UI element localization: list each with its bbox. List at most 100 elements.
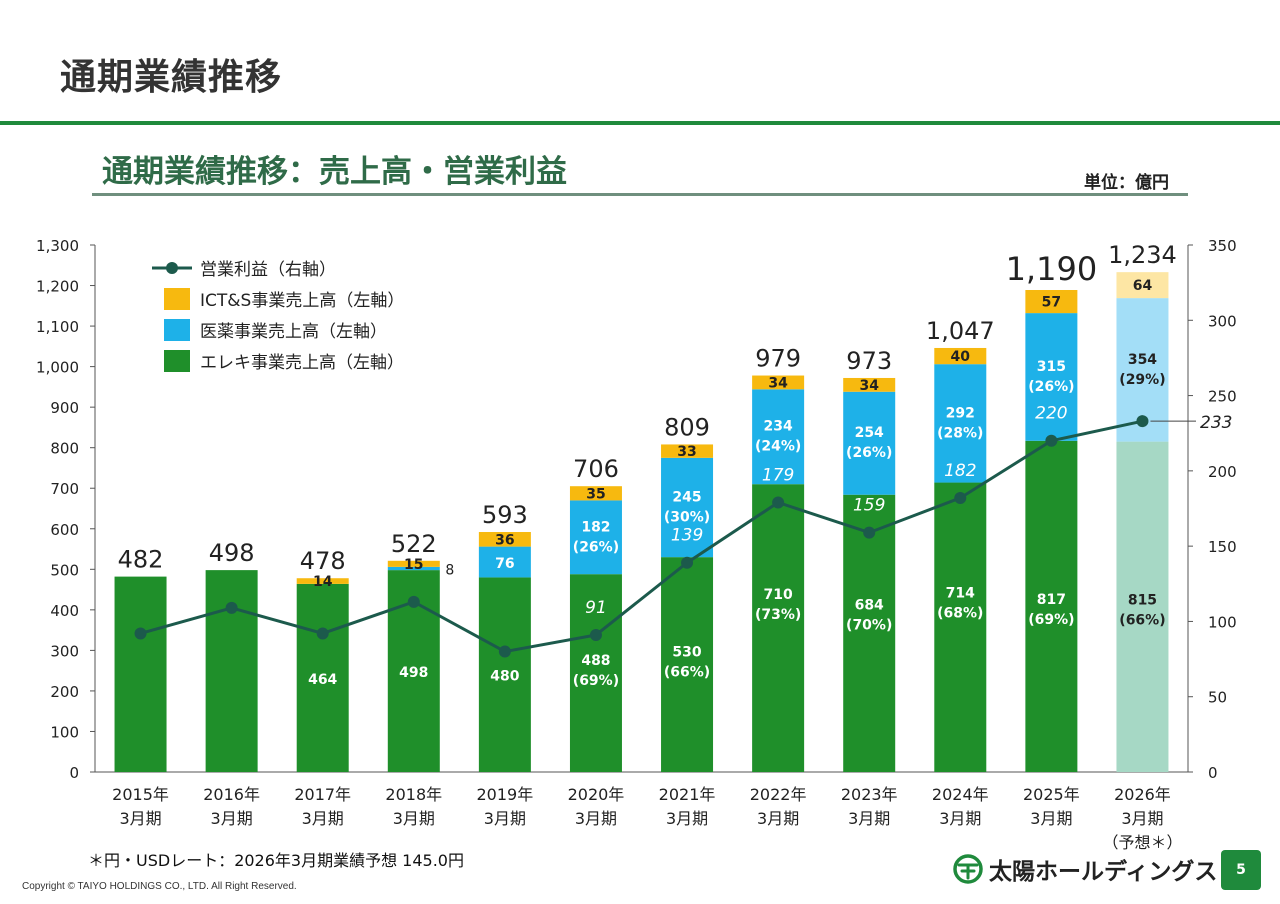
x-axis-category-label: 3月期 [393, 809, 435, 828]
bar-segment-pharma [387, 566, 440, 571]
operating-profit-label: 220 [1035, 404, 1067, 424]
x-axis-category-label: 2015年 [112, 785, 169, 804]
right-axis-tick-label: 100 [1208, 613, 1237, 631]
right-axis-tick-label: 200 [1208, 463, 1237, 481]
page-number: 5 [1221, 850, 1261, 890]
bar-segment-electronics [843, 494, 896, 772]
operating-profit-point [225, 601, 238, 614]
pharma-value-label: 292 (28%) [937, 405, 983, 441]
pharma-value-label: 234 (24%) [755, 419, 801, 455]
operating-profit-point [589, 628, 602, 641]
operating-profit-point [772, 496, 785, 509]
left-axis-tick-label: 900 [50, 399, 79, 417]
operating-profit-point [681, 556, 694, 569]
pharma-value-label: 354 (29%) [1119, 352, 1165, 388]
left-axis-tick-label: 1,000 [36, 359, 79, 377]
electronics-value-label: 815 (66%) [1119, 593, 1165, 629]
x-axis-category-label: 2025年 [1023, 785, 1080, 804]
title-divider [0, 121, 1280, 125]
total-sales-label: 522 [391, 530, 437, 558]
left-axis-tick-label: 800 [50, 440, 79, 458]
legend-label-operating-profit: 営業利益（右軸） [200, 260, 336, 280]
legend-label-electronics: エレキ事業売上高（左軸） [200, 353, 404, 373]
right-axis-tick-label: 350 [1208, 237, 1237, 255]
x-axis-category-label: 3月期 [848, 809, 890, 828]
operating-profit-point [863, 526, 876, 539]
x-axis-category-label: 3月期 [211, 809, 253, 828]
bar-segment-icts [387, 560, 440, 567]
left-axis-tick-label: 600 [50, 521, 79, 539]
operating-profit-label: 91 [585, 598, 607, 618]
page-title: 通期業績推移 [60, 57, 283, 98]
electronics-value-label: 530 (66%) [664, 645, 710, 681]
x-axis-category-label: 2018年 [385, 785, 442, 804]
x-axis-category-label: 3月期 [1121, 809, 1163, 828]
bar-segment-icts [296, 578, 349, 584]
operating-profit-label: 233 [1200, 413, 1232, 433]
operating-profit-point [316, 627, 329, 640]
electronics-value-label: 817 (69%) [1028, 592, 1074, 628]
operating-profit-point [1045, 434, 1058, 447]
x-axis-category-label: 3月期 [302, 809, 344, 828]
bar-segment-electronics [114, 576, 167, 772]
x-axis-category-label: 2024年 [932, 785, 989, 804]
bar-segment-electronics [205, 570, 258, 772]
x-axis-category-label: 3月期 [757, 809, 799, 828]
unit-label: 単位：億円 [1084, 173, 1169, 193]
operating-profit-label: 139 [671, 526, 703, 546]
left-axis-tick-label: 300 [50, 642, 79, 660]
icts-value-label: 14 [313, 574, 333, 590]
copyright-notice: Copyright © TAIYO HOLDINGS CO., LTD. All… [22, 881, 297, 892]
bar-segment-electronics [752, 484, 805, 772]
x-axis-category-label: 2026年 [1114, 785, 1171, 804]
legend-line-marker [166, 262, 178, 274]
total-sales-label: 478 [300, 547, 346, 575]
total-sales-label: 973 [846, 347, 892, 375]
bar-segment-electronics [478, 577, 531, 772]
left-axis-tick-label: 400 [50, 602, 79, 620]
x-axis-category-label: 3月期 [484, 809, 526, 828]
pharma-value-label: 76 [495, 556, 514, 572]
bar-segment-electronics [1025, 440, 1078, 772]
right-axis-tick-label: 0 [1208, 764, 1218, 782]
left-axis-tick-label: 1,300 [36, 237, 79, 255]
total-sales-label: 498 [209, 539, 255, 567]
icts-value-label: 15 [404, 557, 423, 573]
legend-swatch-electronics [164, 350, 190, 372]
legend-label-pharma: 医薬事業売上高（左軸） [200, 322, 387, 342]
electronics-value-label: 498 [399, 665, 428, 681]
x-axis-category-label: 2021年 [659, 785, 716, 804]
bar-segment-pharma [1025, 313, 1078, 441]
left-axis-tick-label: 1,200 [36, 278, 79, 296]
x-axis-category-label: 2023年 [841, 785, 898, 804]
bar-segment-pharma [478, 546, 531, 578]
bar-segment-icts [843, 377, 896, 392]
left-axis-tick-label: 0 [69, 764, 79, 782]
pharma-value-label: 254 (26%) [846, 425, 892, 461]
total-sales-label: 979 [755, 345, 801, 373]
right-axis-tick-label: 300 [1208, 312, 1237, 330]
icts-value-label: 36 [495, 532, 514, 548]
operating-profit-point [134, 627, 147, 640]
operating-profit-point [954, 491, 967, 504]
bar-segment-icts [478, 532, 531, 547]
taiyo-logo-icon [953, 854, 983, 884]
right-axis-tick-label: 250 [1208, 388, 1237, 406]
total-sales-label: 1,190 [1006, 250, 1098, 288]
operating-profit-point [498, 645, 511, 658]
electronics-value-label: 714 (68%) [937, 586, 983, 622]
left-axis-tick-label: 1,100 [36, 318, 79, 336]
x-axis-category-label: 2017年 [294, 785, 351, 804]
bar-segment-icts [934, 347, 987, 365]
bar-segment-icts [661, 444, 714, 458]
x-axis-category-label: 2020年 [568, 785, 625, 804]
section-title: 通期業績推移：売上高・営業利益 [102, 154, 567, 190]
pharma-value-label: 182 (26%) [573, 519, 619, 555]
bar-segment-icts [1116, 272, 1169, 299]
bar-segment-icts [569, 486, 622, 501]
operating-profit-point [407, 595, 420, 608]
total-sales-label: 1,234 [1108, 241, 1177, 269]
bar-segment-electronics [661, 557, 714, 772]
electronics-value-label: 488 (69%) [573, 653, 619, 689]
